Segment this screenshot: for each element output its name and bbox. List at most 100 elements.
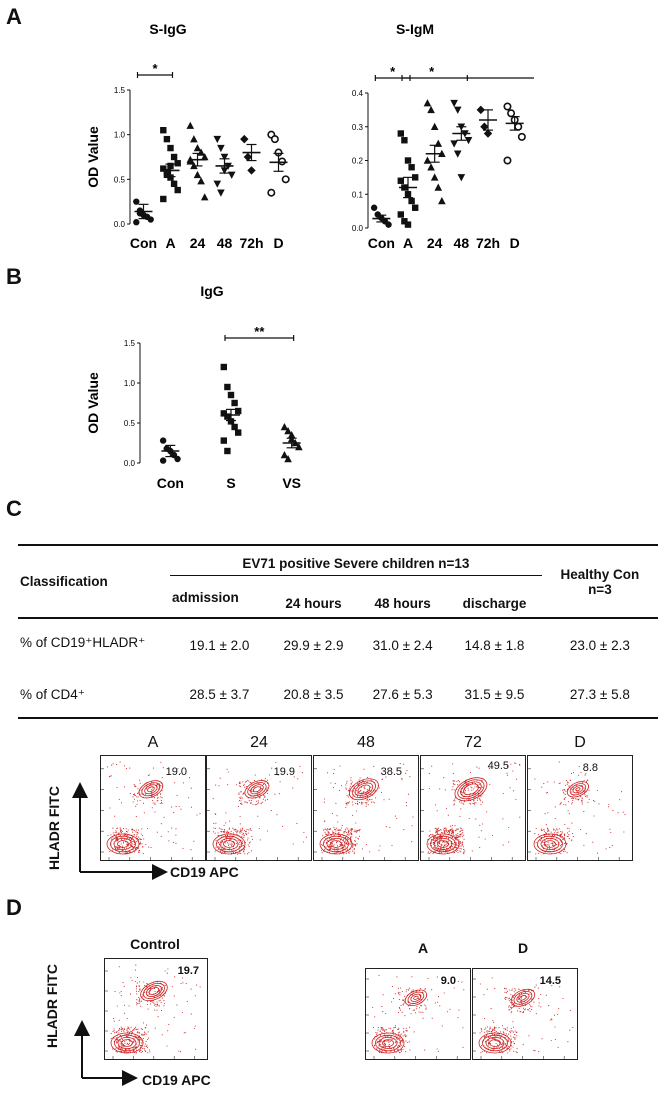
- flow-event: [226, 836, 228, 838]
- flow-event: [484, 838, 486, 840]
- flow-event: [444, 844, 446, 846]
- flow-event: [123, 1028, 125, 1030]
- flow-event: [354, 840, 356, 842]
- flow-event: [515, 762, 517, 764]
- flow-event: [355, 836, 357, 838]
- flow-event: [356, 843, 358, 845]
- flow-event: [546, 849, 548, 851]
- flow-event: [566, 852, 568, 854]
- flow-event: [408, 1008, 411, 1010]
- flow-event: [246, 839, 249, 841]
- flow-event: [194, 1025, 196, 1027]
- flow-event: [390, 1027, 392, 1029]
- flow-event: [410, 1013, 412, 1015]
- flow-event: [506, 1046, 508, 1048]
- flow-event: [469, 771, 472, 773]
- flow-event: [508, 841, 510, 843]
- flow-event: [144, 1043, 146, 1045]
- significance-label: **: [254, 324, 265, 339]
- flow-event: [148, 774, 150, 776]
- flow-event: [131, 828, 133, 830]
- flow-event: [116, 838, 118, 840]
- flow-event: [341, 824, 343, 826]
- flow-event: [153, 996, 155, 998]
- flow-event: [569, 779, 571, 781]
- flow-event: [350, 842, 352, 844]
- flow-event: [478, 794, 480, 796]
- flow-event: [572, 787, 574, 789]
- flow-event: [332, 830, 334, 832]
- flow-c-label-d: D: [574, 734, 586, 751]
- flow-event: [118, 966, 120, 968]
- flow-plot: 19.0: [100, 755, 206, 861]
- flow-event: [484, 1028, 486, 1031]
- data-point: [404, 157, 412, 164]
- flow-event: [140, 1051, 142, 1053]
- flow-event: [398, 1037, 400, 1039]
- contour-ring: [144, 784, 158, 795]
- flow-event: [557, 1013, 559, 1015]
- flow-event: [504, 1044, 506, 1046]
- flow-event: [396, 1049, 398, 1051]
- flow-event: [329, 832, 331, 834]
- flow-event: [215, 846, 217, 848]
- flow-event: [461, 842, 463, 844]
- flow-event: [167, 1030, 169, 1032]
- data-point: [450, 99, 458, 108]
- flow-density-plot: [366, 974, 465, 1059]
- flow-event: [156, 1004, 158, 1006]
- flow-event: [444, 829, 446, 831]
- flow-event: [145, 843, 147, 846]
- flow-event: [358, 830, 360, 832]
- flow-event: [522, 1044, 524, 1046]
- flow-event: [502, 818, 504, 820]
- flow-event: [443, 831, 445, 833]
- flow-event: [260, 788, 263, 790]
- flow-event: [418, 1007, 420, 1009]
- flow-event: [487, 1039, 489, 1042]
- data-point: [224, 447, 231, 455]
- data-point: [464, 137, 473, 145]
- flow-event: [332, 839, 334, 841]
- flow-event: [116, 1005, 118, 1007]
- flow-event: [511, 1008, 513, 1010]
- flow-event: [226, 768, 228, 770]
- flow-event: [239, 785, 242, 787]
- flow-event: [123, 1004, 126, 1006]
- flow-event: [452, 833, 454, 835]
- flow-event: [214, 827, 216, 829]
- flow-event: [554, 849, 556, 851]
- flow-event: [515, 1051, 517, 1053]
- flow-event: [448, 840, 450, 842]
- flow-event: [138, 852, 140, 854]
- flow-event: [347, 851, 349, 853]
- flow-event: [389, 826, 391, 828]
- flow-event: [435, 847, 437, 850]
- flow-event: [349, 840, 352, 842]
- flow-event: [479, 824, 481, 826]
- table-cell: 28.5 ± 3.7: [189, 686, 250, 702]
- flow-event: [455, 833, 457, 835]
- contour-ring: [382, 1039, 394, 1047]
- flow-event: [492, 1021, 495, 1023]
- flow-event: [333, 768, 335, 770]
- flow-event: [431, 989, 433, 991]
- flow-event: [139, 843, 142, 845]
- flow-event: [359, 777, 361, 779]
- flow-event: [403, 763, 405, 765]
- flow-event: [505, 1028, 507, 1030]
- flow-event: [259, 839, 261, 841]
- flow-event: [441, 844, 443, 846]
- flow-event: [569, 1009, 571, 1011]
- flow-event: [126, 835, 128, 837]
- flow-event: [411, 994, 413, 996]
- flow-event: [125, 1049, 127, 1051]
- flow-event: [528, 1009, 530, 1011]
- flow-event: [548, 1005, 550, 1007]
- data-point: [174, 455, 181, 463]
- flow-event: [297, 778, 299, 780]
- flow-event: [511, 1004, 513, 1006]
- flow-event: [356, 795, 359, 797]
- data-point: [408, 164, 415, 171]
- flow-event: [140, 1049, 142, 1052]
